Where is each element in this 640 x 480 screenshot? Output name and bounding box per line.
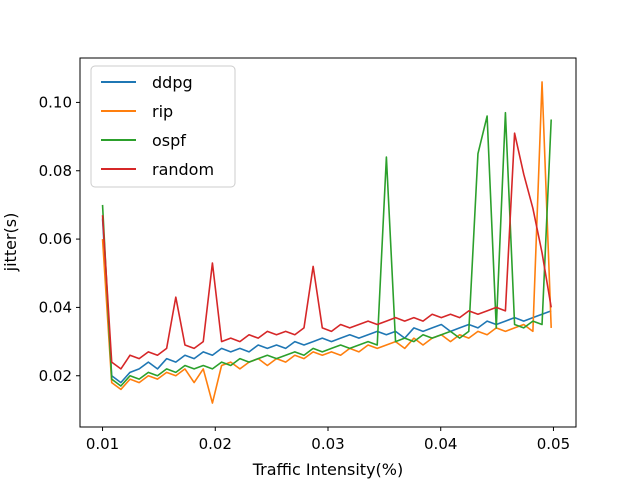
y-axis-label: jitter(s)	[1, 213, 20, 273]
series-line-random	[101, 132, 552, 370]
series-lines	[101, 81, 552, 404]
legend-label-ospf: ospf	[152, 131, 186, 150]
y-tick-label: 0.10	[39, 93, 72, 111]
y-tick-label: 0.06	[39, 230, 72, 248]
y-tick-label: 0.02	[39, 367, 72, 385]
x-tick-label: 0.01	[86, 435, 119, 453]
y-axis-ticks: 0.02 0.04 0.06 0.08 0.10	[39, 93, 80, 385]
series-line-ddpg	[101, 218, 552, 384]
legend-label-random: random	[152, 160, 214, 179]
x-tick-label: 0.05	[537, 435, 570, 453]
x-tick-label: 0.02	[199, 435, 232, 453]
legend-label-rip: rip	[152, 102, 173, 121]
x-tick-label: 0.04	[424, 435, 457, 453]
y-tick-label: 0.08	[39, 162, 72, 180]
x-axis-label: Traffic Intensity(%)	[252, 460, 403, 479]
series-line-rip	[101, 81, 552, 404]
legend-label-ddpg: ddpg	[152, 73, 193, 92]
x-axis-ticks: 0.01 0.02 0.03 0.04 0.05	[86, 427, 570, 453]
series-line-ospf	[101, 111, 552, 387]
y-tick-label: 0.04	[39, 298, 72, 316]
legend-box	[90, 65, 236, 188]
x-tick-label: 0.03	[311, 435, 344, 453]
legend: ddpg rip ospf random	[90, 65, 236, 188]
